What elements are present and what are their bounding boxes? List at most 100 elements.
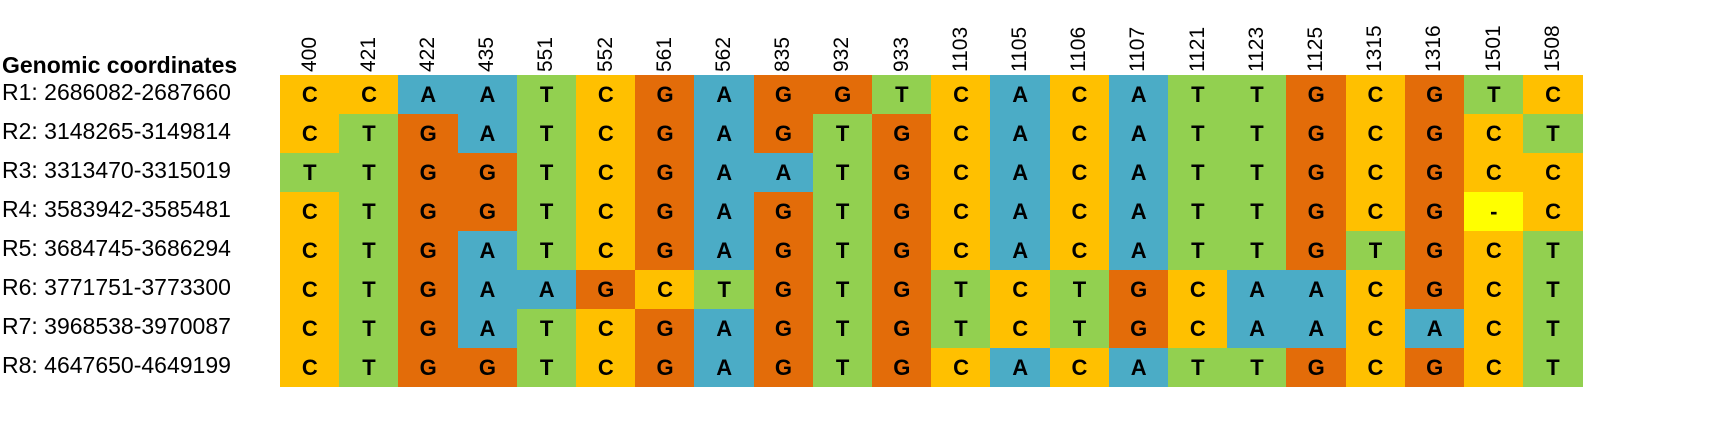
base-cell: T (516, 114, 577, 153)
base-cell: T (1168, 231, 1228, 270)
region-label: R1: 2686082-2687660 (2, 79, 231, 105)
base-cell: G (753, 114, 814, 153)
base-cell: G (1404, 231, 1465, 270)
base-cell: G (1108, 270, 1169, 309)
base-cell: C (1345, 75, 1406, 114)
base-cell: T (812, 114, 873, 153)
base-cell: T (1168, 75, 1228, 114)
position-label-text: 1316 (1422, 25, 1446, 72)
base-cell: A (398, 75, 459, 114)
base-cell: C (990, 309, 1051, 348)
position-label: 552 (574, 8, 638, 72)
base-cell: A (1108, 75, 1169, 114)
base-cell: A (1404, 309, 1465, 348)
base-cell: C (1049, 114, 1110, 153)
position-label-text: 1315 (1363, 25, 1387, 72)
base-cell: C (576, 153, 636, 192)
position-label-text: 1501 (1481, 25, 1505, 72)
base-cell: G (457, 192, 518, 231)
position-label: 1125 (1284, 8, 1348, 72)
base-cell: C (1049, 75, 1110, 114)
base-cell: T (516, 309, 577, 348)
base-cell: T (516, 231, 577, 270)
base-cell: A (457, 270, 518, 309)
region-label: R6: 3771751-3773300 (2, 274, 231, 300)
base-cell: C (931, 153, 991, 192)
base-cell: T (1523, 270, 1583, 309)
base-cell: C (280, 192, 340, 231)
base-cell: G (1286, 192, 1347, 231)
base-cell: C (931, 231, 991, 270)
position-label: 1316 (1402, 8, 1466, 72)
base-cell: G (872, 270, 932, 309)
base-cell: A (1108, 231, 1169, 270)
region-label: R7: 3968538-3970087 (2, 313, 231, 339)
base-cell: C (1345, 114, 1406, 153)
base-cell: A (694, 309, 755, 348)
base-cell: T (812, 192, 873, 231)
base-cell: - (1464, 192, 1524, 231)
base-cell: C (1523, 192, 1583, 231)
position-label: 1501 (1462, 8, 1526, 72)
base-cell: G (457, 153, 518, 192)
base-cell: A (457, 114, 518, 153)
base-cell: C (576, 114, 636, 153)
base-cell: A (1108, 153, 1169, 192)
base-cell: T (872, 75, 932, 114)
position-label: 1121 (1166, 8, 1230, 72)
position-label: 1508 (1521, 8, 1585, 72)
base-cell: T (1168, 348, 1228, 387)
position-label: 1123 (1225, 8, 1289, 72)
region-label: R8: 4647650-4649199 (2, 352, 231, 378)
base-cell: A (990, 153, 1051, 192)
base-cell: T (1049, 309, 1110, 348)
base-cell: T (1464, 75, 1524, 114)
base-cell: G (635, 192, 695, 231)
position-label: 400 (278, 8, 342, 72)
genomic-coordinates-header: Genomic coordinates (2, 52, 238, 78)
base-cell: T (339, 231, 399, 270)
base-cell: G (1108, 309, 1169, 348)
position-label: 435 (455, 8, 519, 72)
base-cell: C (990, 270, 1051, 309)
base-cell: T (516, 192, 577, 231)
base-cell: A (753, 153, 814, 192)
base-cell: T (931, 270, 991, 309)
base-cell: A (1227, 270, 1287, 309)
position-label-text: 552 (593, 36, 617, 72)
base-cell: A (457, 231, 518, 270)
base-cell: G (1404, 114, 1465, 153)
base-cell: C (1345, 153, 1406, 192)
base-cell: A (1108, 192, 1169, 231)
base-cell: A (990, 75, 1051, 114)
base-cell: C (1049, 348, 1110, 387)
base-cell: G (1286, 75, 1347, 114)
position-label: 1106 (1047, 8, 1111, 72)
base-cell: A (457, 75, 518, 114)
position-label: 1107 (1106, 8, 1170, 72)
base-cell: T (812, 270, 873, 309)
base-cell: C (280, 75, 340, 114)
base-cell: C (1345, 309, 1406, 348)
base-cell: G (1404, 348, 1465, 387)
base-cell: T (339, 192, 399, 231)
base-cell: G (1286, 231, 1347, 270)
base-cell: C (1523, 75, 1583, 114)
base-cell: G (635, 75, 695, 114)
base-cell: G (753, 192, 814, 231)
base-cell: T (1523, 231, 1583, 270)
base-cell: C (1049, 231, 1110, 270)
base-cell: G (1404, 75, 1465, 114)
base-cell: G (398, 231, 459, 270)
base-cell: G (812, 75, 873, 114)
base-cell: T (1168, 192, 1228, 231)
base-cell: T (339, 348, 399, 387)
base-cell: C (576, 309, 636, 348)
position-label-text: 551 (534, 36, 558, 72)
base-cell: A (1108, 114, 1169, 153)
base-cell: G (398, 348, 459, 387)
base-cell: C (1049, 192, 1110, 231)
base-cell: C (1464, 153, 1524, 192)
base-cell: A (457, 309, 518, 348)
